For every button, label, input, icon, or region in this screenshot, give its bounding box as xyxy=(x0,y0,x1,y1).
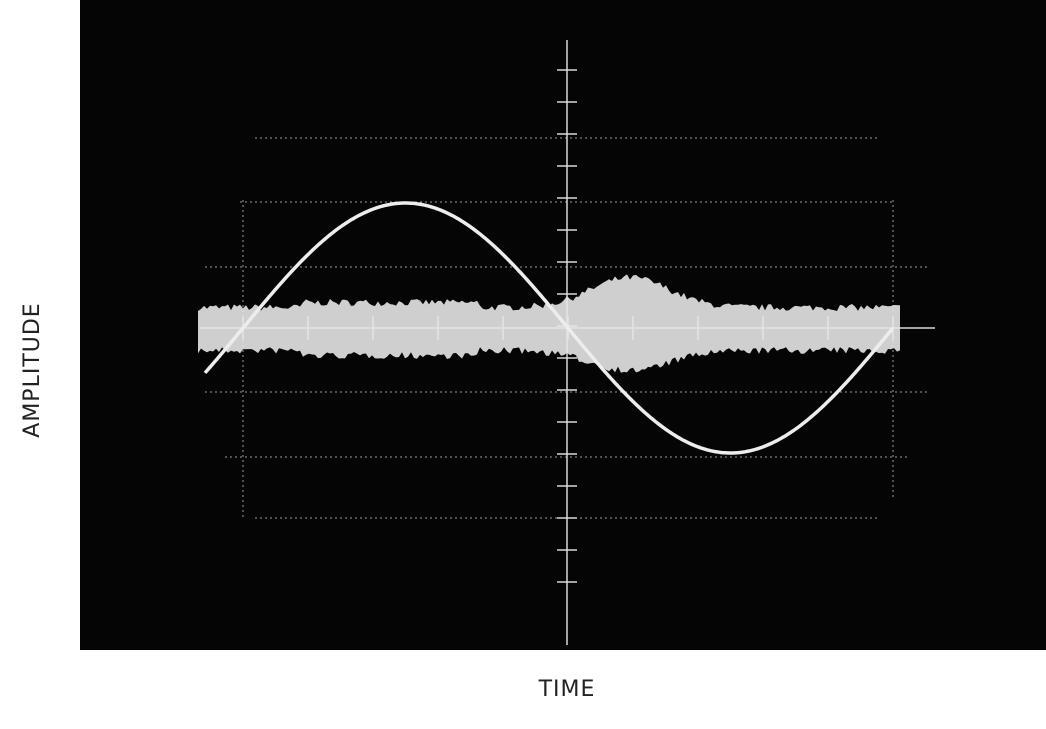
sine-trace xyxy=(203,201,895,455)
y-axis-label: AMPLITUDE xyxy=(20,302,45,437)
noise-band xyxy=(198,274,900,373)
x-axis-label: TIME xyxy=(538,677,596,702)
